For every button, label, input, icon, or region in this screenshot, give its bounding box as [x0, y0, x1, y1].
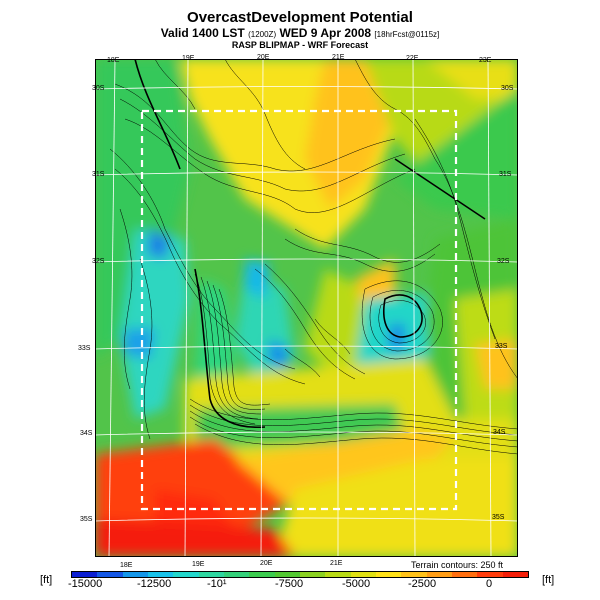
colorbar-tick-label: -7500	[275, 578, 304, 590]
map-title: OvercastDevelopment Potential	[187, 9, 413, 26]
lon-label-bottom: 21E	[330, 560, 343, 567]
colorbar-swatch	[274, 572, 300, 577]
colorbar-swatch	[350, 572, 376, 577]
valid-zulu: (1200Z)	[248, 30, 277, 39]
lon-label-bottom: 19E	[192, 561, 205, 568]
major-contours	[134, 59, 486, 429]
lon-label-bottom: 20E	[260, 560, 273, 567]
lat-label-left: 30S	[92, 85, 105, 92]
lon-label-top: 19E	[182, 55, 195, 62]
colorbar-swatch	[97, 572, 123, 577]
colorbar-swatch	[325, 572, 351, 577]
colorbar-swatch	[173, 572, 199, 577]
colorbar-swatch	[249, 572, 275, 577]
colorbar-swatch	[375, 572, 402, 577]
lon-label-bottom: 18E	[120, 562, 133, 569]
lat-lon-grid	[95, 59, 518, 557]
lon-label-top: 23E	[479, 57, 492, 64]
valid-date: WED 9 Apr 2008	[279, 26, 372, 40]
colorbar-swatch	[147, 572, 174, 577]
colorbar-swatch	[198, 572, 224, 577]
colorbar	[71, 571, 529, 578]
colorbar-swatch	[122, 572, 148, 577]
lon-label-top: 18E	[107, 57, 120, 64]
valid-forecast: [18hrFcst@0115z]	[374, 30, 440, 39]
colorbar-unit-left: [ft]	[40, 574, 53, 586]
forecast-field	[95, 59, 518, 557]
lat-label-right: 31S	[499, 171, 512, 178]
lat-label-right: 33S	[495, 343, 508, 350]
colorbar-tick-label: -15000	[68, 578, 103, 590]
lat-label-right: 30S	[501, 85, 514, 92]
lat-label-left: 33S	[78, 345, 91, 352]
colorbar-tick-label: -10¹	[207, 578, 227, 590]
colorbar-swatch	[502, 572, 528, 577]
lat-label-left: 34S	[80, 430, 93, 437]
valid-time: Valid 1400 LST (1200Z) WED 9 Apr 2008 [1…	[0, 26, 600, 40]
forecast-map	[95, 59, 518, 557]
colorbar-swatch	[72, 572, 98, 577]
lon-label-top: 20E	[257, 54, 270, 61]
colorbar-unit-right: [ft]	[542, 574, 555, 586]
colorbar-tick-label: 0	[486, 578, 493, 590]
lon-label-top: 22E	[406, 55, 419, 62]
colorbar-tick-label: -5000	[342, 578, 371, 590]
lat-label-right: 35S	[492, 514, 505, 521]
lat-label-right: 34S	[493, 429, 506, 436]
valid-main: Valid 1400 LST	[160, 26, 245, 40]
map-subtitle: RASP BLIPMAP - WRF Forecast	[231, 40, 369, 50]
colorbar-swatch	[299, 572, 326, 577]
terrain-contours	[109, 59, 518, 455]
colorbar-tick-label: -12500	[137, 578, 172, 590]
colorbar-swatch	[451, 572, 478, 577]
inner-domain-box	[140, 109, 458, 511]
colorbar-swatch	[426, 572, 452, 577]
colorbar-swatch	[401, 572, 427, 577]
lon-label-top: 21E	[332, 54, 345, 61]
colorbar-tick-label: -2500	[408, 578, 437, 590]
terrain-contours-note: Terrain contours: 250 ft	[410, 560, 503, 570]
lat-label-left: 32S	[92, 258, 105, 265]
lat-label-right: 32S	[497, 258, 510, 265]
lat-label-left: 31S	[92, 171, 105, 178]
colorbar-swatch	[223, 572, 250, 577]
colorbar-swatch	[477, 572, 503, 577]
lat-label-left: 35S	[80, 516, 93, 523]
